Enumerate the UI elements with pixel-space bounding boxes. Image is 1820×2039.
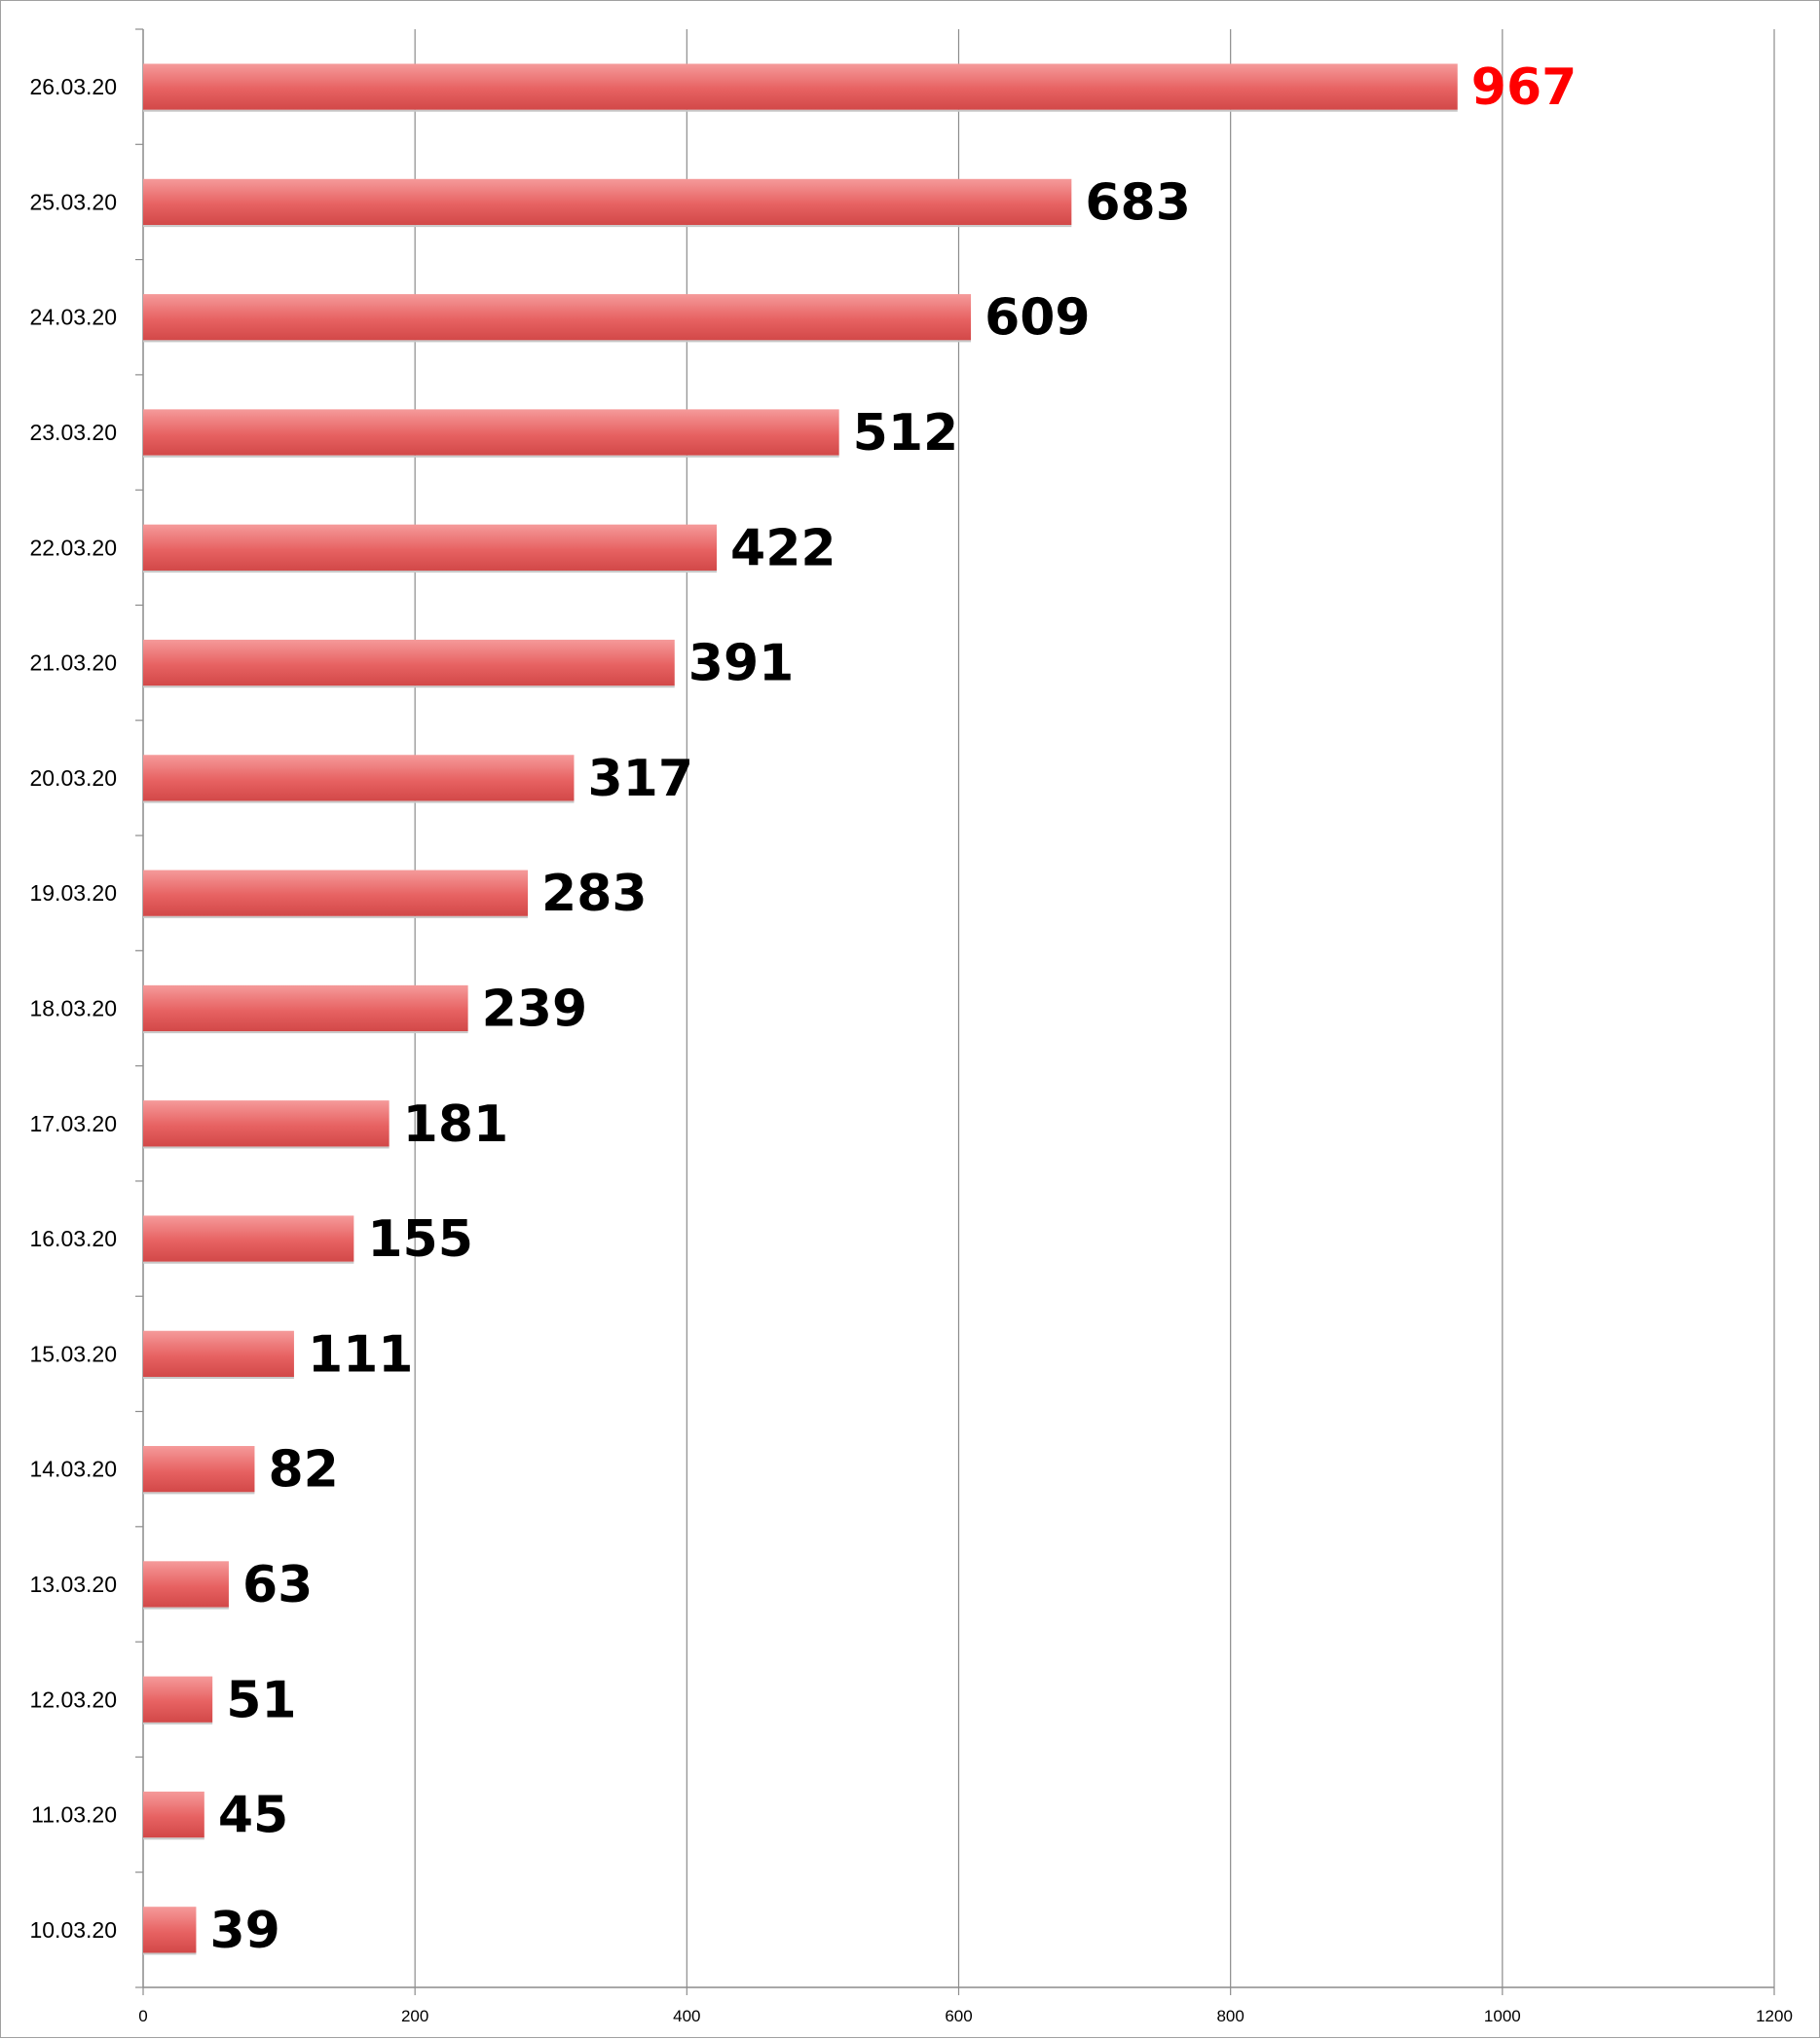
bar <box>143 178 1072 226</box>
x-tick-label: 1000 <box>1484 2007 1521 2025</box>
data-label: 683 <box>1085 173 1191 232</box>
category-label: 25.03.20 <box>29 189 117 214</box>
x-tick-label: 200 <box>401 2007 428 2025</box>
data-label: 609 <box>984 289 1091 348</box>
category-label: 24.03.20 <box>29 305 117 330</box>
bar <box>143 639 675 686</box>
data-label: 155 <box>367 1210 473 1269</box>
data-label: 63 <box>242 1556 313 1614</box>
category-label: 19.03.20 <box>29 880 117 906</box>
bar <box>143 294 972 341</box>
data-label: 317 <box>587 750 693 808</box>
bar <box>143 1676 213 1723</box>
data-label: 51 <box>226 1671 296 1729</box>
data-label: 111 <box>308 1325 414 1384</box>
x-tick-label: 400 <box>673 2007 700 2025</box>
data-label: 82 <box>268 1441 338 1500</box>
gridlines <box>414 29 1775 1987</box>
bar <box>143 524 718 571</box>
category-label: 15.03.20 <box>29 1341 117 1366</box>
data-label: 512 <box>853 404 959 463</box>
bars <box>143 63 1458 1955</box>
category-label: 16.03.20 <box>29 1226 117 1251</box>
bar <box>143 984 468 1032</box>
data-label: 39 <box>209 1902 279 1960</box>
category-label: 11.03.20 <box>31 1802 117 1828</box>
category-label: 22.03.20 <box>29 535 117 560</box>
data-label: 967 <box>1471 58 1578 117</box>
category-label: 12.03.20 <box>29 1687 117 1712</box>
bar <box>143 409 839 456</box>
x-tick-label: 600 <box>945 2007 972 2025</box>
category-label: 14.03.20 <box>29 1457 117 1482</box>
bar <box>143 63 1458 110</box>
category-label: 26.03.20 <box>29 74 117 99</box>
bar <box>143 1215 354 1262</box>
bar <box>143 1561 229 1608</box>
bar <box>143 1791 204 1838</box>
bar <box>143 755 575 801</box>
bar <box>143 870 529 916</box>
category-label: 18.03.20 <box>29 996 117 1021</box>
x-tick-label: 1200 <box>1756 2007 1793 2025</box>
labels: 0 200 400 600 800 1000 1200 10.03.20 39 11.03.20 4… <box>29 58 1792 2025</box>
x-tick-label: 800 <box>1216 2007 1244 2025</box>
bar <box>143 1907 197 1953</box>
data-label: 283 <box>541 865 648 923</box>
bar <box>143 1446 255 1493</box>
category-label: 17.03.20 <box>29 1111 117 1136</box>
bar <box>143 1330 294 1378</box>
data-label: 181 <box>403 1095 509 1154</box>
bar <box>143 1100 390 1147</box>
data-label: 239 <box>482 981 588 1039</box>
category-label: 23.03.20 <box>29 420 117 445</box>
x-tick-label: 0 <box>138 2007 147 2025</box>
data-label: 422 <box>730 519 836 577</box>
data-label: 45 <box>218 1787 288 1845</box>
category-label: 20.03.20 <box>29 765 117 791</box>
category-label: 21.03.20 <box>29 650 117 676</box>
data-label: 391 <box>688 635 795 693</box>
category-label: 13.03.20 <box>29 1572 117 1597</box>
category-label: 10.03.20 <box>29 1917 117 1943</box>
